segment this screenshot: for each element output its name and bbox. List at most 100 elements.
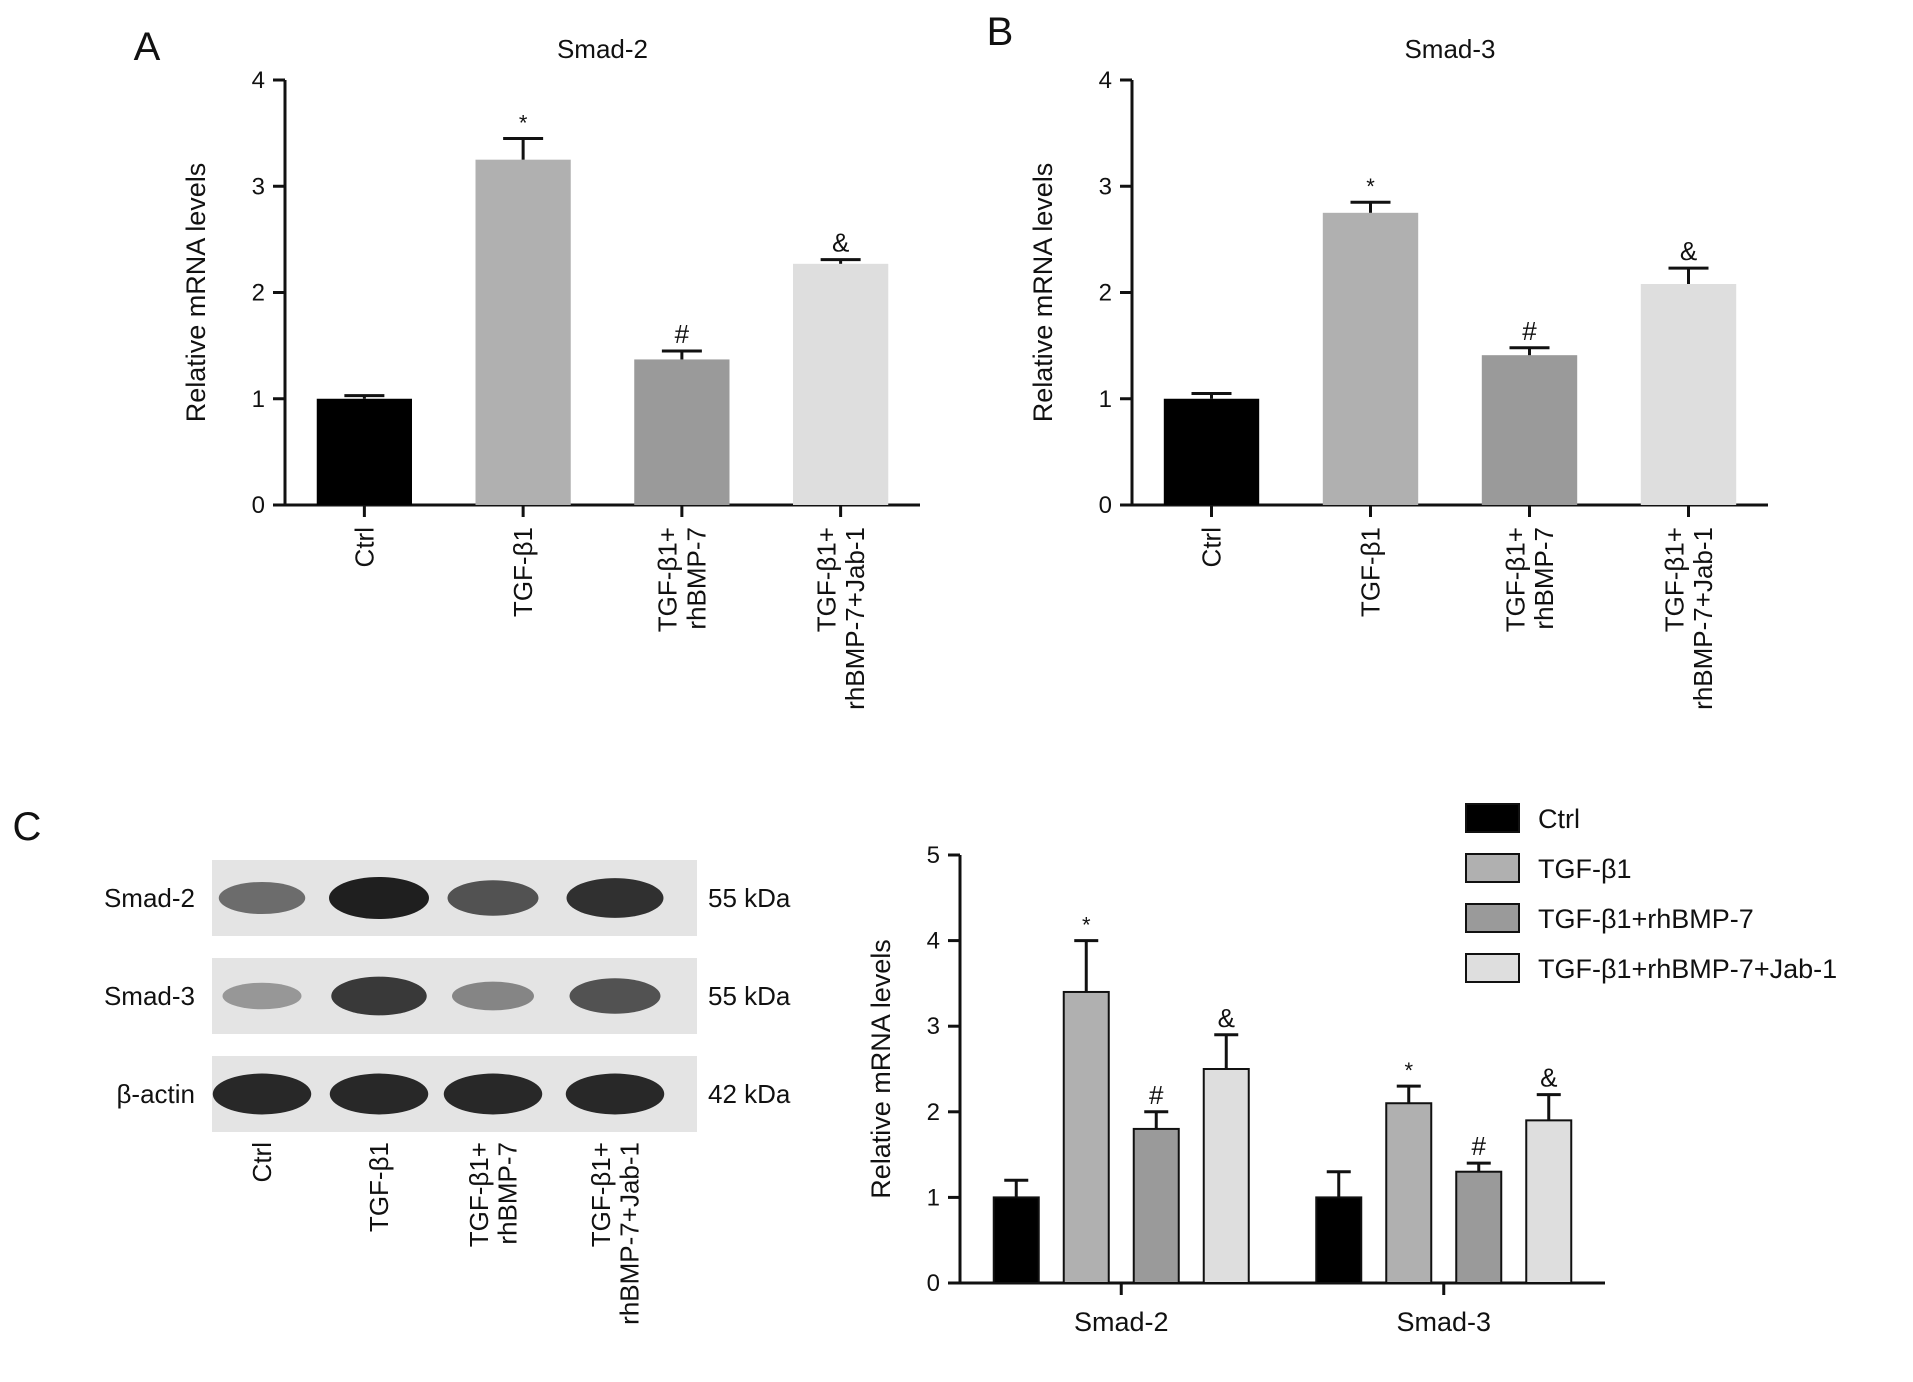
y-tick-label: 4	[927, 928, 940, 955]
bar	[1385, 1102, 1433, 1284]
blot-lane-label-line: Ctrl	[247, 1142, 277, 1182]
y-tick-label: 2	[1099, 280, 1112, 307]
blot-lane-label: TGF-β1	[364, 1142, 394, 1232]
x-tick-label-line: TGF-β1+	[1659, 527, 1689, 632]
bar	[992, 1196, 1040, 1285]
significance-mark: &	[1680, 236, 1697, 266]
significance-mark: *	[1366, 174, 1375, 199]
significance-mark: *	[1082, 913, 1091, 938]
x-tick-label: Smad-2	[1074, 1307, 1169, 1337]
significance-mark: #	[675, 319, 690, 349]
blot-band	[443, 1073, 543, 1115]
x-tick-label: Smad-3	[1396, 1307, 1491, 1337]
y-tick-label: 3	[1099, 173, 1112, 200]
bar	[475, 159, 571, 505]
blot-row-label: Smad-3	[104, 981, 195, 1011]
panel-letter-a: A	[134, 25, 161, 69]
x-tick-label: TGF-β1+rhBMP-7	[1500, 527, 1559, 632]
significance-mark: *	[519, 110, 528, 135]
significance-mark: #	[1472, 1131, 1487, 1161]
y-tick-label: 4	[1099, 67, 1112, 94]
bar	[1481, 355, 1578, 505]
blot-band	[329, 1073, 429, 1115]
bar	[634, 359, 730, 505]
bar	[1163, 398, 1260, 505]
blot-row-label: β-actin	[116, 1079, 195, 1109]
legend-label: TGF-β1+rhBMP-7	[1538, 904, 1754, 934]
x-tick-label-line: TGF-β1	[1356, 527, 1386, 617]
y-tick-label: 0	[252, 492, 265, 519]
bar	[1202, 1068, 1250, 1284]
bar	[1640, 284, 1737, 505]
x-tick-label-group: TGF-β1+rhBMP-7+Jab-1	[811, 527, 870, 710]
molecular-weight-label: 55 kDa	[708, 981, 791, 1011]
y-tick-label: 5	[927, 842, 940, 869]
significance-mark: &	[1540, 1063, 1557, 1093]
x-tick-label-line: rhBMP-7	[1529, 527, 1559, 630]
legend-swatch	[1465, 803, 1520, 833]
blot-lane-label-line: rhBMP-7+Jab-1	[614, 1142, 644, 1325]
bar	[1315, 1196, 1363, 1285]
y-tick-label: 0	[1099, 492, 1112, 519]
blot-lane-label-line: TGF-β1+	[464, 1142, 494, 1247]
blot-lane-label: TGF-β1+rhBMP-7+Jab-1	[586, 1142, 645, 1325]
blot-lane-label-group: Ctrl	[247, 1142, 277, 1182]
blot-lane-label: TGF-β1+rhBMP-7	[464, 1142, 523, 1247]
blot-lane-label-line: rhBMP-7	[492, 1142, 522, 1245]
y-tick-label: 2	[927, 1099, 940, 1126]
blot-row-label: Smad-2	[104, 883, 195, 913]
blot-band	[218, 881, 306, 915]
bar	[1062, 990, 1110, 1285]
legend: Ctrl TGF-β1 TGF-β1+rhBMP-7 TGF-β1+rhBMP-7+J…	[1465, 803, 1837, 984]
significance-mark: &	[1218, 1003, 1235, 1033]
chart-title: Smad-3	[1404, 34, 1495, 64]
y-tick-label: 4	[252, 67, 265, 94]
y-tick-label: 1	[1099, 386, 1112, 413]
molecular-weight-label: 42 kDa	[708, 1079, 791, 1109]
blot-band	[212, 1073, 312, 1115]
bar	[1455, 1170, 1503, 1284]
significance-mark: #	[1522, 316, 1537, 346]
x-tick-label: TGF-β1+rhBMP-7+Jab-1	[1659, 527, 1718, 710]
y-tick-label: 3	[252, 173, 265, 200]
blot-band	[447, 880, 539, 916]
x-tick-label: TGF-β1	[1356, 527, 1386, 617]
blot-band	[331, 976, 427, 1016]
x-tick-label-line: TGF-β1+	[811, 527, 841, 632]
bar	[1525, 1119, 1573, 1284]
blot-lane-label-group: TGF-β1	[364, 1142, 394, 1232]
blot-band	[566, 878, 664, 918]
legend-swatch	[1465, 953, 1520, 983]
y-tick-label: 0	[927, 1270, 940, 1297]
significance-mark: &	[832, 228, 849, 258]
x-tick-label-line: rhBMP-7+Jab-1	[1688, 527, 1718, 710]
y-tick-label: 2	[252, 280, 265, 307]
x-tick-label-group: TGF-β1+rhBMP-7	[653, 527, 712, 632]
blot-band	[222, 982, 302, 1010]
molecular-weight-label: 55 kDa	[708, 883, 791, 913]
x-tick-label-line: TGF-β1+	[1500, 527, 1530, 632]
blot-lane-label-group: TGF-β1+rhBMP-7+Jab-1	[586, 1142, 645, 1325]
bar	[316, 398, 412, 505]
blot-band	[565, 1073, 665, 1115]
y-axis-label: Relative mRNA levels	[181, 163, 211, 423]
x-tick-label-line: rhBMP-7	[681, 527, 711, 630]
bar	[1322, 212, 1419, 505]
x-tick-label-line: TGF-β1+	[653, 527, 683, 632]
blot-band	[569, 978, 661, 1014]
x-tick-label-line: Ctrl	[349, 527, 379, 567]
x-tick-label: TGF-β1+rhBMP-7+Jab-1	[811, 527, 870, 710]
panel-c: C Smad-2 55 kDa Smad-3 55 kDa β-actin 42 kDa Ct…	[13, 803, 1837, 1337]
y-tick-label: 1	[252, 386, 265, 413]
x-tick-label-group: TGF-β1	[1356, 527, 1386, 617]
y-tick-label: 1	[927, 1184, 940, 1211]
blot-band	[329, 877, 429, 919]
y-axis-label: Relative mRNA levels	[866, 939, 896, 1199]
significance-mark: #	[1149, 1080, 1164, 1110]
panel-a: A Smad-2 0 1 2 3 4 Relative mRNA levels Ctrl * TGF…	[134, 25, 920, 710]
panel-letter-c: C	[13, 805, 42, 849]
bar	[793, 263, 889, 505]
blot-lane-label: Ctrl	[247, 1142, 277, 1182]
x-tick-label-line: Ctrl	[1197, 527, 1227, 567]
panel-letter-b: B	[987, 10, 1014, 54]
